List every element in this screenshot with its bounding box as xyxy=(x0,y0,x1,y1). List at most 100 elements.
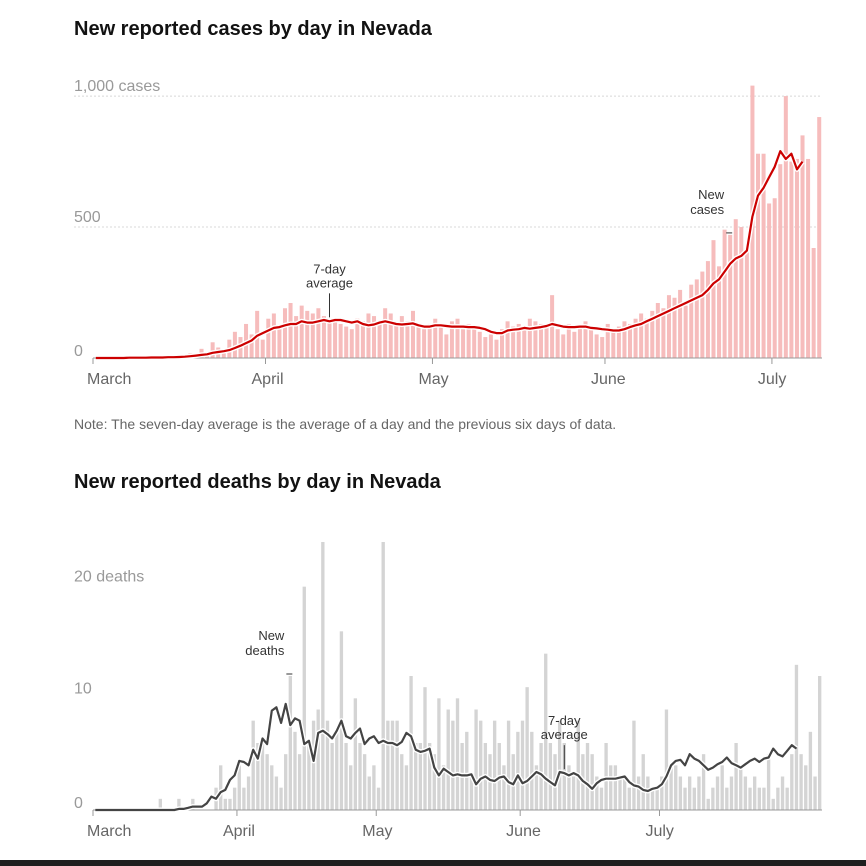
cases-bar xyxy=(616,326,621,358)
cases-bar xyxy=(655,303,660,358)
cases-bar xyxy=(666,295,671,358)
bottom-scrollbar xyxy=(0,860,866,866)
deaths-bar xyxy=(284,754,288,810)
deaths-bar xyxy=(274,776,279,810)
deaths-bar xyxy=(599,787,604,810)
cases-bar xyxy=(672,297,677,358)
deaths-bar xyxy=(479,720,483,810)
deaths-x-tick-label: March xyxy=(87,823,131,840)
deaths-bar xyxy=(441,765,446,810)
cases-bar xyxy=(438,326,443,358)
deaths-bar xyxy=(780,776,785,810)
deaths-bar xyxy=(400,754,404,810)
deaths-bar xyxy=(660,776,664,810)
deaths-bar xyxy=(743,776,748,810)
deaths-bar xyxy=(158,798,162,810)
cases-annotation-text: average xyxy=(306,275,353,290)
cases-bar xyxy=(572,331,577,358)
deaths-bar xyxy=(762,787,766,810)
cases-y-tick-label: 0 xyxy=(74,343,83,360)
cases-bar xyxy=(288,303,293,358)
deaths-bar xyxy=(516,731,520,810)
deaths-bar xyxy=(502,765,506,810)
deaths-bar xyxy=(376,787,381,810)
deaths-bar xyxy=(381,542,385,810)
cases-bar xyxy=(260,339,265,358)
deaths-bar xyxy=(265,754,269,810)
deaths-bar xyxy=(251,720,255,810)
cases-bar xyxy=(444,334,449,358)
cases-bar xyxy=(483,337,488,358)
deaths-bar xyxy=(432,754,436,810)
deaths-bar xyxy=(674,765,678,810)
cases-y-tick-label: 500 xyxy=(74,209,101,226)
deaths-bar xyxy=(757,787,761,810)
deaths-bar xyxy=(576,720,580,810)
deaths-bar xyxy=(386,720,390,810)
cases-x-tick-label: March xyxy=(87,371,131,388)
cases-bar xyxy=(294,316,299,358)
deaths-bar xyxy=(697,776,701,810)
deaths-x-tick-label: July xyxy=(645,823,673,840)
deaths-bar xyxy=(325,720,330,810)
deaths-bar xyxy=(219,765,223,810)
deaths-bar xyxy=(804,765,808,810)
deaths-bar xyxy=(372,765,376,810)
deaths-bar xyxy=(520,720,525,810)
deaths-bar xyxy=(641,754,645,810)
deaths-bar xyxy=(279,787,283,810)
deaths-bar xyxy=(427,743,432,810)
cases-x-tick-label: May xyxy=(418,371,448,388)
cases-bar xyxy=(639,313,644,358)
cases-bar xyxy=(472,326,477,358)
cases-bar xyxy=(221,350,226,358)
deaths-bar xyxy=(395,720,399,810)
cases-bar xyxy=(511,326,516,358)
cases-bar xyxy=(678,289,683,358)
deaths-bar xyxy=(465,731,469,810)
deaths-bar xyxy=(525,687,529,810)
cases-bar xyxy=(310,313,315,358)
cases-bar xyxy=(794,158,799,358)
deaths-bar xyxy=(260,743,265,810)
cases-bar xyxy=(299,305,304,358)
cases-y-tick-label: 1,000 cases xyxy=(74,78,160,95)
deaths-bar xyxy=(548,743,553,810)
cases-bar xyxy=(427,323,432,358)
deaths-bar xyxy=(534,765,539,810)
deaths-bar xyxy=(455,698,460,810)
cases-bar xyxy=(694,279,699,358)
deaths-bar xyxy=(808,731,813,810)
deaths-bar xyxy=(414,743,418,810)
cases-bar xyxy=(605,323,610,358)
deaths-bar xyxy=(474,709,478,810)
deaths-bar xyxy=(683,787,687,810)
cases-bar xyxy=(622,321,627,358)
cases-bar xyxy=(761,153,766,358)
cases-bar xyxy=(650,310,655,358)
cases-bar xyxy=(410,310,415,358)
deaths-x-tick-label: June xyxy=(506,823,541,840)
deaths-y-tick-label: 20 deaths xyxy=(74,569,144,586)
deaths-bar xyxy=(678,776,683,810)
deaths-bar xyxy=(618,776,622,810)
deaths-bar xyxy=(567,765,571,810)
cases-bar xyxy=(416,326,421,358)
deaths-x-tick-label: April xyxy=(223,823,255,840)
deaths-bar xyxy=(242,787,246,810)
deaths-annotation-text: deaths xyxy=(245,643,285,658)
deaths-bar xyxy=(650,787,655,810)
cases-annotation-text: 7-day xyxy=(313,261,346,276)
cases-bar xyxy=(377,321,382,358)
deaths-bar xyxy=(349,765,353,810)
deaths-bar xyxy=(766,754,771,810)
deaths-bar xyxy=(734,743,738,810)
deaths-bar xyxy=(613,765,618,810)
deaths-bar xyxy=(785,787,789,810)
cases-bar xyxy=(728,234,733,358)
deaths-bar xyxy=(715,776,720,810)
deaths-bar xyxy=(311,720,316,810)
deaths-bar xyxy=(270,765,274,810)
deaths-bar xyxy=(437,698,441,810)
cases-bar xyxy=(349,329,354,358)
